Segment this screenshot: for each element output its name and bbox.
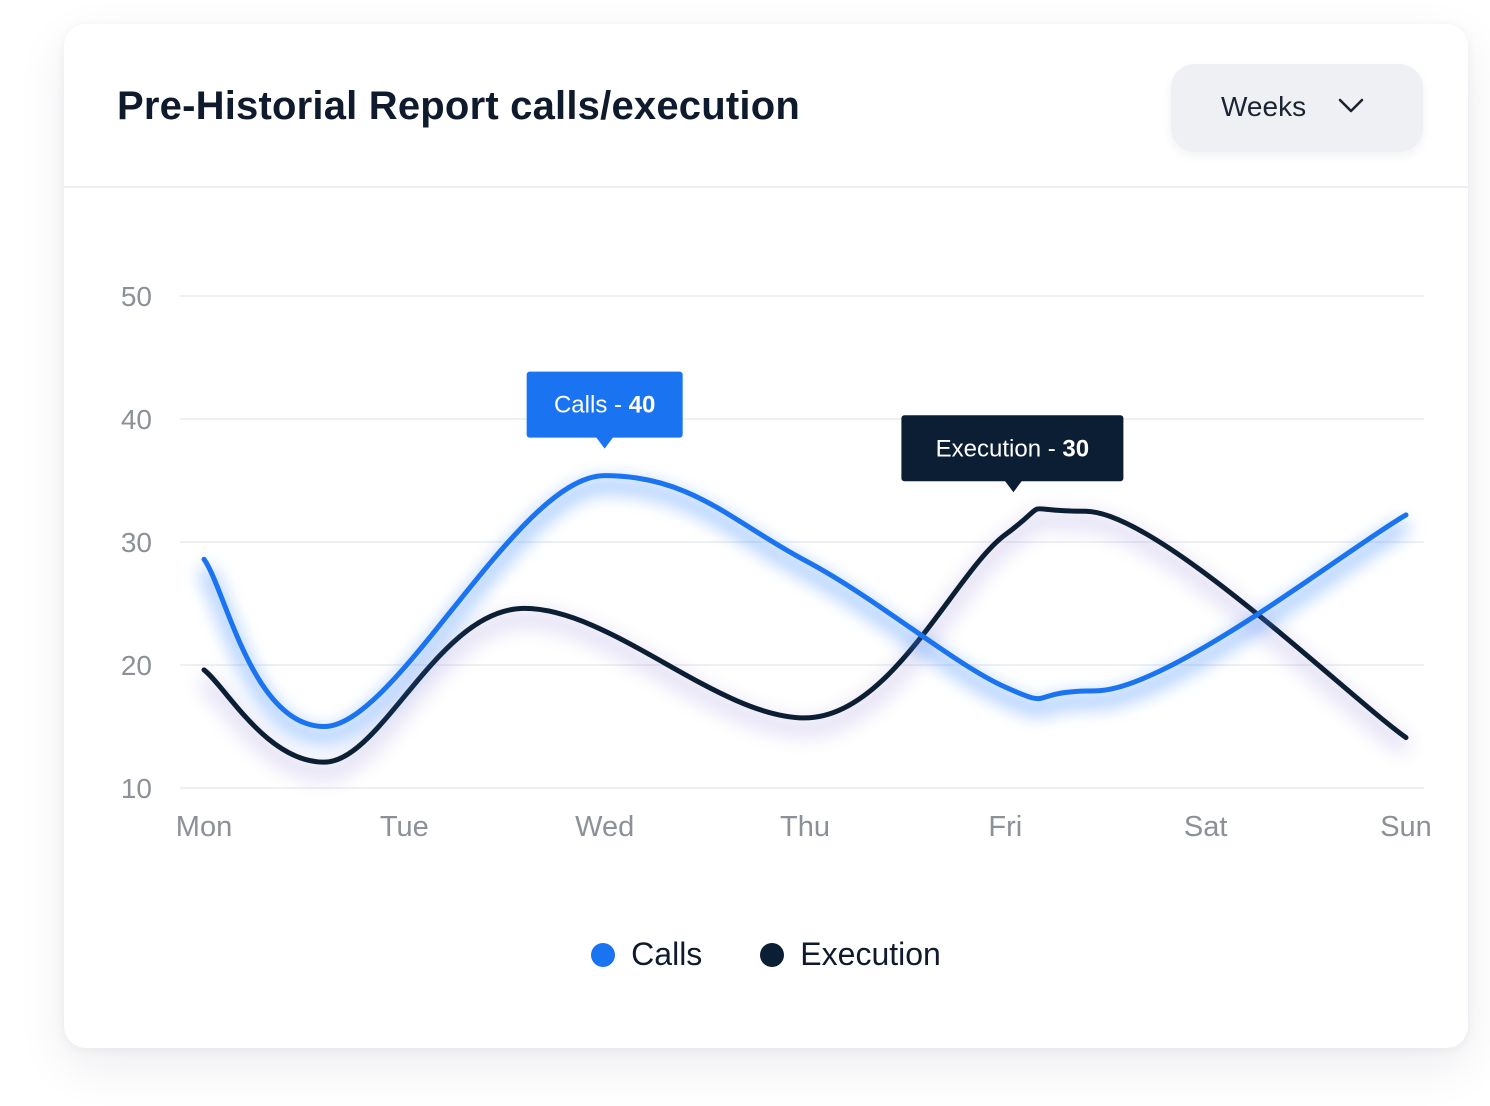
- chevron-down-icon: [1338, 98, 1364, 113]
- y-tick-label: 40: [121, 404, 152, 435]
- svg-text:Calls - 40: Calls - 40: [554, 392, 655, 419]
- series-line-calls[interactable]: [201, 473, 1409, 729]
- x-tick-label: Sat: [1184, 811, 1228, 843]
- legend-dot-calls: [591, 942, 616, 967]
- y-tick-label: 20: [121, 650, 152, 681]
- chart-card: Pre-Historial Report calls/execution Wee…: [64, 24, 1468, 1048]
- series-glow-execution: [200, 512, 1410, 779]
- series-glow-calls: [198, 479, 1409, 743]
- card-header: Pre-Historial Report calls/execution Wee…: [64, 24, 1468, 188]
- y-tick-label: 50: [121, 281, 152, 312]
- period-select[interactable]: Weeks: [1171, 64, 1423, 152]
- legend-item-execution[interactable]: Execution: [760, 936, 941, 973]
- period-select-value: Weeks: [1221, 91, 1307, 122]
- line-chart: 10 20 30 40 50 Mon Tue Wed Thu Fri Sat Sun Calls - 4…: [121, 281, 1432, 843]
- legend-label-calls: Calls: [631, 936, 703, 972]
- x-tick-label: Mon: [176, 811, 232, 843]
- y-tick-label: 10: [121, 773, 152, 804]
- series-line-execution[interactable]: [201, 506, 1409, 765]
- x-tick-label: Sun: [1380, 811, 1432, 843]
- chart-legend: Calls Execution: [64, 936, 1468, 973]
- y-tick-label: 30: [121, 527, 152, 558]
- x-tick-label: Fri: [988, 811, 1022, 843]
- svg-text:Execution - 30: Execution - 30: [936, 435, 1089, 462]
- legend-dot-execution: [760, 942, 785, 967]
- x-tick-label: Wed: [575, 811, 634, 843]
- tooltip-execution: Execution - 30: [901, 415, 1124, 493]
- legend-label-execution: Execution: [800, 936, 941, 972]
- x-tick-label: Tue: [380, 811, 429, 843]
- tooltip-calls: Calls - 40: [526, 371, 683, 449]
- x-tick-label: Thu: [780, 811, 830, 843]
- legend-item-calls[interactable]: Calls: [591, 936, 702, 973]
- chart-title: Pre-Historial Report calls/execution: [117, 84, 800, 128]
